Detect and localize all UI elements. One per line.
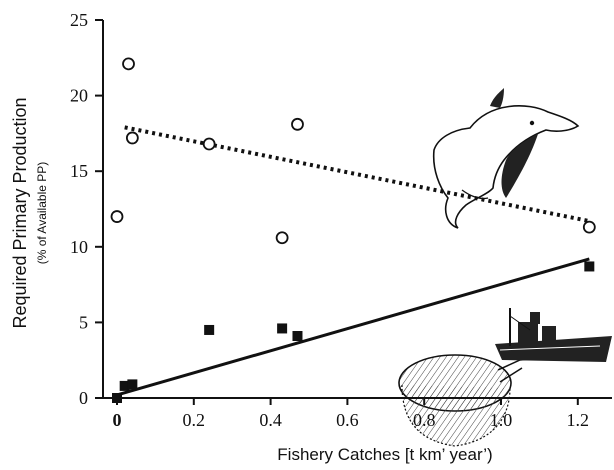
- x-tick-label: 0.4: [259, 410, 282, 430]
- square-point: [277, 323, 288, 334]
- x-ticks: 0 0.2 0.4 0.6 0.8 1.0 1.2: [113, 398, 590, 430]
- square-point: [112, 393, 122, 403]
- y-tick-label: 0: [79, 388, 88, 408]
- x-axis-title: Fishery Catches [t km’ year’): [277, 445, 492, 464]
- y-axis-subtitle: (% of Available PP): [35, 162, 49, 265]
- x-tick-label: 0.6: [336, 410, 359, 430]
- square-point: [584, 261, 595, 272]
- y-axis-title: Required Primary Production: [10, 97, 30, 328]
- data-points: [110, 57, 596, 403]
- y-tick-label: 20: [70, 86, 88, 106]
- dolphin-icon: [432, 88, 580, 229]
- trend-line-circles: [124, 125, 590, 224]
- circle-point: [110, 210, 124, 223]
- y-tick-label: 5: [79, 312, 88, 332]
- y-ticks: 0 5 10 15 20 25: [70, 10, 103, 408]
- square-point: [119, 380, 130, 391]
- x-tick-label: 0.2: [183, 410, 206, 430]
- x-tick-label: 1.0: [490, 410, 513, 430]
- y-tick-label: 15: [70, 161, 88, 181]
- circle-point: [582, 220, 596, 234]
- circle-point: [122, 57, 135, 71]
- square-point: [292, 331, 303, 342]
- circle-point: [202, 137, 216, 151]
- circle-point: [291, 117, 304, 131]
- square-point: [204, 324, 215, 335]
- y-tick-label: 25: [70, 10, 88, 30]
- x-tick-label: 0.8: [413, 410, 436, 430]
- circle-point: [125, 131, 139, 145]
- x-tick-label: 1.2: [567, 410, 590, 430]
- y-tick-label: 10: [70, 237, 88, 257]
- x-tick-label: 0: [113, 410, 122, 430]
- fishing-boat-icon: [495, 308, 612, 362]
- trend-line-squares: [116, 257, 590, 397]
- fishing-net-icon: [398, 354, 543, 447]
- square-point: [127, 379, 138, 390]
- circle-point: [275, 231, 289, 245]
